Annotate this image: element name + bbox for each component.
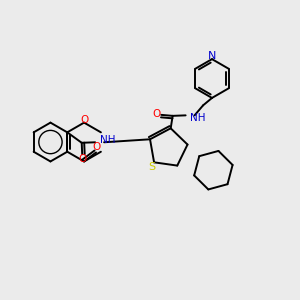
Text: O: O (92, 142, 101, 152)
Text: O: O (78, 154, 86, 164)
Text: S: S (148, 162, 155, 172)
Text: NH: NH (100, 136, 115, 146)
Text: NH: NH (190, 113, 206, 123)
Text: O: O (153, 110, 161, 119)
Text: O: O (80, 115, 88, 125)
Text: N: N (208, 51, 216, 61)
